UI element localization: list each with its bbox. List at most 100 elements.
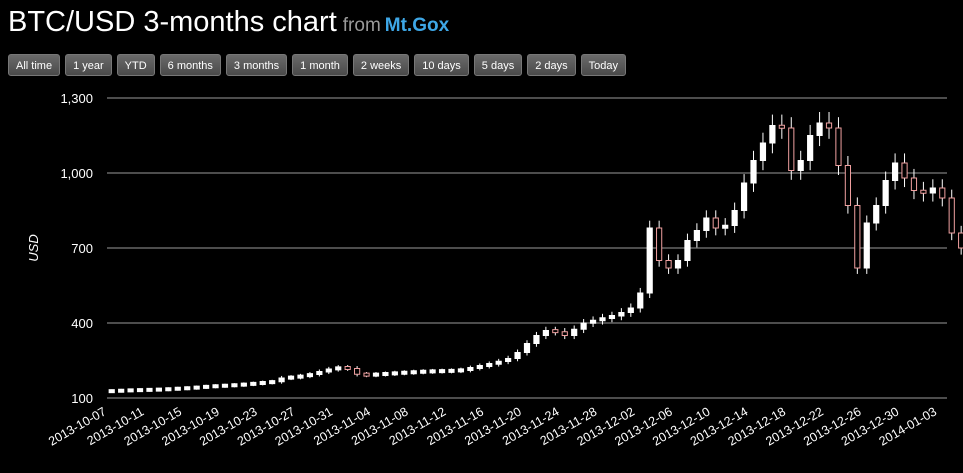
candle-body xyxy=(316,371,323,375)
candle-body xyxy=(269,380,276,385)
candle xyxy=(165,387,172,392)
candle-body xyxy=(542,330,549,336)
candle xyxy=(939,179,946,207)
candle xyxy=(505,355,512,365)
candle-body xyxy=(712,217,719,229)
candle-body xyxy=(674,260,682,269)
candle-body xyxy=(618,312,625,317)
candle-body xyxy=(873,205,880,224)
candle xyxy=(420,369,427,375)
candle xyxy=(486,361,493,369)
range-selector: All time 1 year YTD 6 months 3 months 1 … xyxy=(8,54,626,76)
candle-body xyxy=(825,122,833,129)
candle-body xyxy=(221,383,229,388)
candle-body xyxy=(920,189,927,194)
candle xyxy=(231,383,238,388)
candle-body xyxy=(429,369,436,374)
range-all-time-button[interactable]: All time xyxy=(8,54,61,76)
candle xyxy=(863,215,870,274)
candle-body xyxy=(335,366,342,371)
candle-body xyxy=(797,160,804,171)
candle-body xyxy=(457,368,465,373)
candle xyxy=(750,150,757,192)
candle xyxy=(797,150,804,180)
candle-body xyxy=(344,366,351,370)
range-6-months-button[interactable]: 6 months xyxy=(159,54,221,76)
candle xyxy=(438,368,446,374)
candle-body xyxy=(929,187,936,194)
candle xyxy=(382,371,389,377)
candle xyxy=(344,365,351,371)
candle xyxy=(476,363,483,371)
candle xyxy=(759,132,767,171)
candle-body xyxy=(467,367,474,371)
range-ytd-button[interactable]: YTD xyxy=(116,54,155,76)
candle-body xyxy=(816,122,823,136)
candle-body xyxy=(486,363,493,367)
candle xyxy=(835,117,842,176)
candle xyxy=(542,326,549,340)
candle-body xyxy=(958,232,963,249)
range-1-month-button[interactable]: 1 month xyxy=(292,54,348,76)
candle xyxy=(495,358,502,367)
range-3-months-button[interactable]: 3 months xyxy=(225,54,288,76)
candle-body xyxy=(372,372,380,377)
chart-title: BTC/USD 3-months chart from Mt.Gox xyxy=(8,6,449,44)
candle xyxy=(354,366,361,377)
candle-body xyxy=(750,160,757,184)
candle-body xyxy=(627,307,634,313)
range-2-days-button[interactable]: 2 days xyxy=(527,54,576,76)
candle-body xyxy=(646,227,653,294)
candle-body xyxy=(844,165,851,206)
candle-body xyxy=(523,343,531,353)
candle xyxy=(571,325,578,340)
candle-body xyxy=(835,127,842,166)
candle xyxy=(184,386,191,391)
candle xyxy=(712,210,719,236)
candle xyxy=(401,370,408,376)
candle-body xyxy=(448,368,455,373)
candle xyxy=(155,387,163,392)
candle xyxy=(335,365,342,372)
candle xyxy=(203,384,210,390)
candle-body xyxy=(391,371,398,376)
range-2-weeks-button[interactable]: 2 weeks xyxy=(352,54,410,76)
candle-body xyxy=(939,187,946,199)
candle-body xyxy=(901,162,908,179)
candle xyxy=(240,382,247,387)
candle-body xyxy=(155,387,163,392)
candle xyxy=(693,223,700,248)
candle xyxy=(221,383,229,388)
range-10-days-button[interactable]: 10 days xyxy=(414,54,469,76)
candle-body xyxy=(571,328,578,336)
candle xyxy=(910,168,918,200)
candle-body xyxy=(278,377,285,383)
candle xyxy=(788,117,795,180)
candle-body xyxy=(684,240,691,261)
candle-body xyxy=(703,217,710,231)
candle xyxy=(646,220,653,299)
candle-body xyxy=(561,331,568,336)
range-today-button[interactable]: Today xyxy=(580,54,626,76)
candle-body xyxy=(863,222,870,269)
candle-body xyxy=(599,317,606,322)
source-link[interactable]: Mt.Gox xyxy=(384,15,450,36)
candle xyxy=(580,319,587,334)
candle-body xyxy=(401,370,408,375)
candle xyxy=(306,372,314,379)
range-1-year-button[interactable]: 1 year xyxy=(65,54,112,76)
candle xyxy=(467,365,474,373)
candle xyxy=(854,197,861,274)
candle xyxy=(429,368,436,374)
candle xyxy=(816,112,823,147)
candle-body xyxy=(731,210,738,226)
candle xyxy=(958,225,963,255)
candle xyxy=(118,388,125,393)
range-5-days-button[interactable]: 5 days xyxy=(473,54,523,76)
candle xyxy=(212,384,219,389)
y-tick-label: 400 xyxy=(71,316,93,331)
candle-body xyxy=(165,387,172,392)
candle xyxy=(523,340,531,356)
candle-body xyxy=(306,373,314,378)
